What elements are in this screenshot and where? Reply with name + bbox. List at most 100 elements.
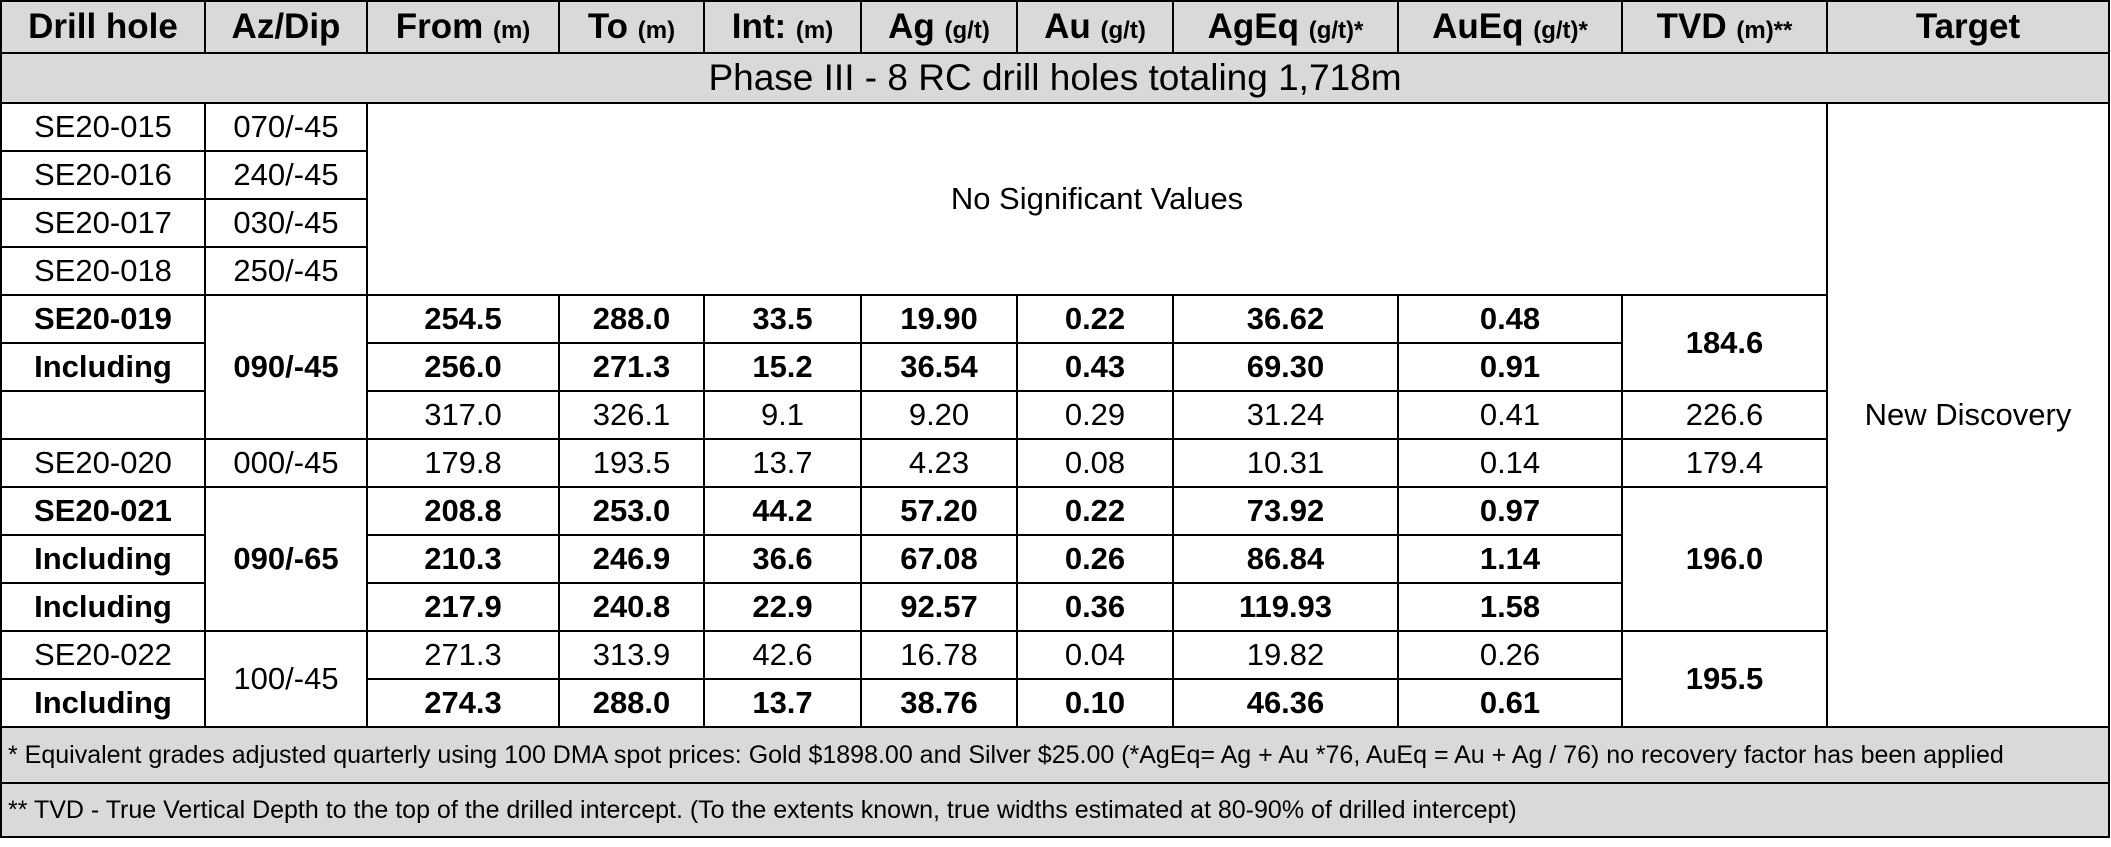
phase-title-row: Phase III - 8 RC drill holes totaling 1,… — [0, 52, 2110, 104]
ag-value: 36.54 — [860, 342, 1018, 392]
from-value: 271.3 — [366, 630, 560, 680]
ag-value: 4.23 — [860, 438, 1018, 488]
footnote-row: * Equivalent grades adjusted quarterly u… — [0, 726, 2110, 784]
col-header-from: From (m) — [366, 0, 560, 54]
to-value: 193.5 — [558, 438, 705, 488]
aueq-value: 0.91 — [1397, 342, 1623, 392]
col-header-az-dip: Az/Dip — [204, 0, 368, 54]
ageq-value: 10.31 — [1172, 438, 1399, 488]
target-cell: New Discovery — [1826, 102, 2110, 728]
az-dip: 240/-45 — [204, 150, 368, 200]
au-value: 0.04 — [1016, 630, 1174, 680]
hole-id — [0, 390, 206, 440]
from-value: 274.3 — [366, 678, 560, 728]
az-dip: 250/-45 — [204, 246, 368, 296]
table-row: SE20-015 070/-45 No Significant Values N… — [0, 102, 2110, 728]
col-header-to: To (m) — [558, 0, 705, 54]
col-header-ageq: AgEq (g/t)* — [1172, 0, 1399, 54]
from-value: 317.0 — [366, 390, 560, 440]
from-value: 256.0 — [366, 342, 560, 392]
ageq-value: 19.82 — [1172, 630, 1399, 680]
col-header-drill-hole: Drill hole — [0, 0, 206, 54]
aueq-value: 1.58 — [1397, 582, 1623, 632]
phase-title: Phase III - 8 RC drill holes totaling 1,… — [0, 52, 2110, 104]
az-dip: 030/-45 — [204, 198, 368, 248]
from-value: 217.9 — [366, 582, 560, 632]
aueq-value: 0.26 — [1397, 630, 1623, 680]
header-row: Drill hole Az/Dip From (m) To (m) Int: (… — [0, 0, 2110, 54]
int-value: 44.2 — [703, 486, 862, 536]
col-header-target: Target — [1826, 0, 2110, 54]
ag-value: 38.76 — [860, 678, 1018, 728]
col-header-int: Int: (m) — [703, 0, 862, 54]
no-significant-values: No Significant Values — [366, 102, 1828, 296]
table-row: Including 274.3 288.0 13.7 38.76 0.10 46… — [0, 678, 2109, 728]
footnote-row: ** TVD - True Vertical Depth to the top … — [0, 782, 2110, 838]
tvd-value: 195.5 — [1621, 630, 1828, 728]
int-value: 36.6 — [703, 534, 862, 584]
ag-value: 57.20 — [860, 486, 1018, 536]
au-value: 0.22 — [1016, 294, 1174, 344]
int-value: 42.6 — [703, 630, 862, 680]
table-row: Including 256.0 271.3 15.2 36.54 0.43 69… — [0, 342, 2109, 392]
az-dip: 000/-45 — [204, 438, 368, 488]
table-row: Including 210.3 246.9 36.6 67.08 0.26 86… — [0, 534, 2109, 584]
footnote-equivalent-grades: * Equivalent grades adjusted quarterly u… — [0, 726, 2110, 784]
ag-value: 19.90 — [860, 294, 1018, 344]
from-value: 210.3 — [366, 534, 560, 584]
ageq-value: 69.30 — [1172, 342, 1399, 392]
int-value: 22.9 — [703, 582, 862, 632]
aueq-value: 0.61 — [1397, 678, 1623, 728]
int-value: 15.2 — [703, 342, 862, 392]
to-value: 288.0 — [558, 678, 705, 728]
aueq-value: 1.14 — [1397, 534, 1623, 584]
from-value: 254.5 — [366, 294, 560, 344]
ag-value: 9.20 — [860, 390, 1018, 440]
col-header-tvd: TVD (m)** — [1621, 0, 1828, 54]
tvd-value: 196.0 — [1621, 486, 1828, 632]
az-dip: 100/-45 — [204, 630, 368, 728]
table-row: SE20-017 030/-45 — [0, 198, 2109, 248]
from-value: 179.8 — [366, 438, 560, 488]
to-value: 246.9 — [558, 534, 705, 584]
ag-value: 67.08 — [860, 534, 1018, 584]
au-value: 0.26 — [1016, 534, 1174, 584]
ageq-value: 36.62 — [1172, 294, 1399, 344]
table-row: SE20-016 240/-45 — [0, 150, 2109, 200]
aueq-value: 0.97 — [1397, 486, 1623, 536]
table-row: 317.0 326.1 9.1 9.20 0.29 31.24 0.41 226… — [0, 390, 2109, 440]
tvd-value: 226.6 — [1621, 390, 1828, 440]
ageq-value: 46.36 — [1172, 678, 1399, 728]
table-row: Including 217.9 240.8 22.9 92.57 0.36 11… — [0, 582, 2109, 632]
hole-id: SE20-018 — [0, 246, 206, 296]
ageq-value: 31.24 — [1172, 390, 1399, 440]
hole-id: SE20-021 — [0, 486, 206, 536]
au-value: 0.29 — [1016, 390, 1174, 440]
to-value: 313.9 — [558, 630, 705, 680]
ag-value: 92.57 — [860, 582, 1018, 632]
hole-id: SE20-016 — [0, 150, 206, 200]
hole-id: SE20-015 — [0, 102, 206, 152]
au-value: 0.36 — [1016, 582, 1174, 632]
col-header-aueq: AuEq (g/t)* — [1397, 0, 1623, 54]
int-value: 9.1 — [703, 390, 862, 440]
hole-id: SE20-017 — [0, 198, 206, 248]
az-dip: 070/-45 — [204, 102, 368, 152]
col-header-ag: Ag (g/t) — [860, 0, 1018, 54]
au-value: 0.10 — [1016, 678, 1174, 728]
to-value: 288.0 — [558, 294, 705, 344]
aueq-value: 0.41 — [1397, 390, 1623, 440]
hole-id: Including — [0, 342, 206, 392]
hole-id: Including — [0, 678, 206, 728]
int-value: 33.5 — [703, 294, 862, 344]
int-value: 13.7 — [703, 678, 862, 728]
to-value: 253.0 — [558, 486, 705, 536]
au-value: 0.43 — [1016, 342, 1174, 392]
aueq-value: 0.14 — [1397, 438, 1623, 488]
table-row: SE20-020 000/-45 179.8 193.5 13.7 4.23 0… — [0, 438, 2109, 488]
ageq-value: 119.93 — [1172, 582, 1399, 632]
ageq-value: 86.84 — [1172, 534, 1399, 584]
hole-id: Including — [0, 534, 206, 584]
ag-value: 16.78 — [860, 630, 1018, 680]
